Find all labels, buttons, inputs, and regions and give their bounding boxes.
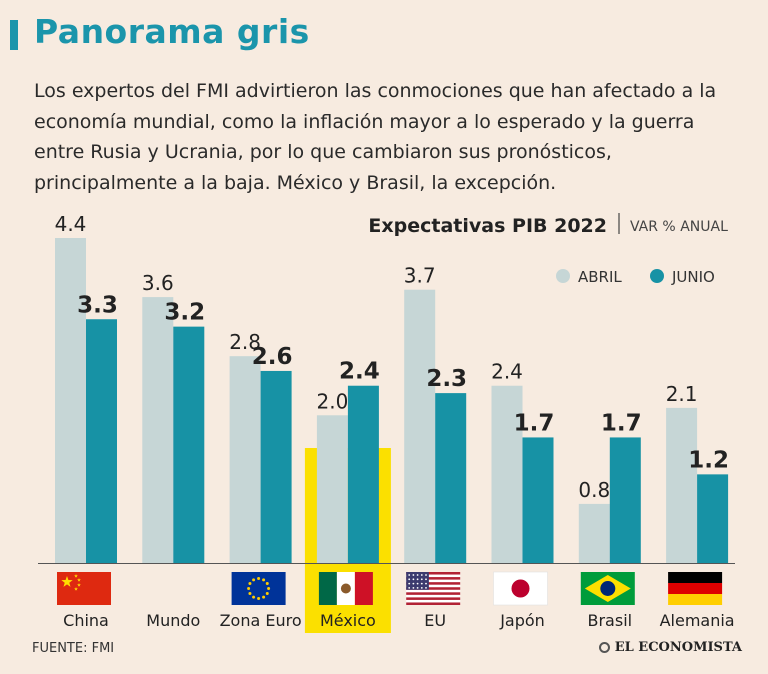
data-label-junio-mundo: 3.2 xyxy=(164,300,205,326)
bar-abril-eu xyxy=(404,289,436,563)
data-label-abril-eu: 3.7 xyxy=(404,264,436,288)
data-label-abril-zona-euro: 2.8 xyxy=(229,330,261,354)
title-accent-bar xyxy=(10,20,18,50)
data-label-abril-mundo: 3.6 xyxy=(142,271,174,295)
data-label-junio-brasil: 1.7 xyxy=(601,410,642,436)
bar-junio-eu xyxy=(435,393,467,563)
category-label-zona-euro: Zona Euro xyxy=(220,611,302,630)
brand-logo: EL ECONOMISTA xyxy=(598,640,742,655)
data-label-abril-mexico: 2.0 xyxy=(316,389,348,413)
bar-abril-mundo xyxy=(142,297,174,563)
data-label-junio-mexico: 2.4 xyxy=(339,359,380,385)
legend-label-abril: ABRIL xyxy=(578,268,622,286)
bar-junio-alemania xyxy=(697,474,729,563)
category-label-mexico: México xyxy=(320,611,376,630)
category-label-china: China xyxy=(63,611,109,630)
bar-junio-mundo xyxy=(173,326,205,563)
bar-abril-mexico xyxy=(316,415,348,563)
bar-abril-japon xyxy=(491,385,523,563)
data-label-junio-zona-euro: 2.6 xyxy=(252,344,293,370)
source-note: FUENTE: FMI xyxy=(32,641,115,656)
category-label-eu: EU xyxy=(424,611,446,630)
bar-junio-china xyxy=(86,319,117,563)
flag-eu-icon xyxy=(406,572,461,605)
data-label-abril-japon: 2.4 xyxy=(491,360,523,384)
brand-mark-icon xyxy=(598,642,610,653)
flag-zona-euro-icon xyxy=(231,572,286,605)
bar-abril-brasil xyxy=(578,503,610,563)
bar-junio-mexico xyxy=(347,385,379,563)
flag-brasil-icon xyxy=(580,572,635,605)
data-label-junio-eu: 2.3 xyxy=(426,366,467,392)
legend-label-junio: JUNIO xyxy=(671,268,715,286)
bar-junio-zona-euro xyxy=(260,370,292,563)
bar-junio-brasil xyxy=(609,437,641,563)
category-label-japon: Japón xyxy=(499,611,545,630)
bar-abril-alemania xyxy=(666,407,698,563)
bar-junio-japon xyxy=(522,437,554,563)
data-label-junio-alemania: 1.2 xyxy=(688,447,729,473)
category-label-alemania: Alemania xyxy=(660,611,735,630)
data-label-junio-china: 3.3 xyxy=(77,292,118,318)
brand-name: EL ECONOMISTA xyxy=(614,640,742,655)
flag-china-icon xyxy=(57,572,111,605)
category-label-brasil: Brasil xyxy=(588,611,633,630)
flag-mexico-icon xyxy=(318,572,373,605)
data-label-junio-japon: 1.7 xyxy=(514,410,555,436)
data-label-abril-china: 4.4 xyxy=(55,212,87,236)
chart-subtitle: VAR % ANUAL xyxy=(630,219,728,235)
page-title: Panorama gris xyxy=(34,12,310,51)
description: Los expertos del FMI advirtieron las con… xyxy=(34,80,717,194)
flag-japon-icon xyxy=(493,571,548,606)
data-label-abril-alemania: 2.1 xyxy=(666,382,698,406)
data-label-abril-brasil: 0.8 xyxy=(578,478,610,502)
category-label-mundo: Mundo xyxy=(146,611,200,630)
legend-swatch-abril xyxy=(556,269,570,283)
legend-swatch-junio xyxy=(650,269,664,283)
bar-abril-zona-euro xyxy=(229,356,261,563)
flag-alemania-icon xyxy=(668,572,723,605)
bar-abril-china xyxy=(55,238,86,563)
chart-title: Expectativas PIB 2022 xyxy=(368,215,607,237)
